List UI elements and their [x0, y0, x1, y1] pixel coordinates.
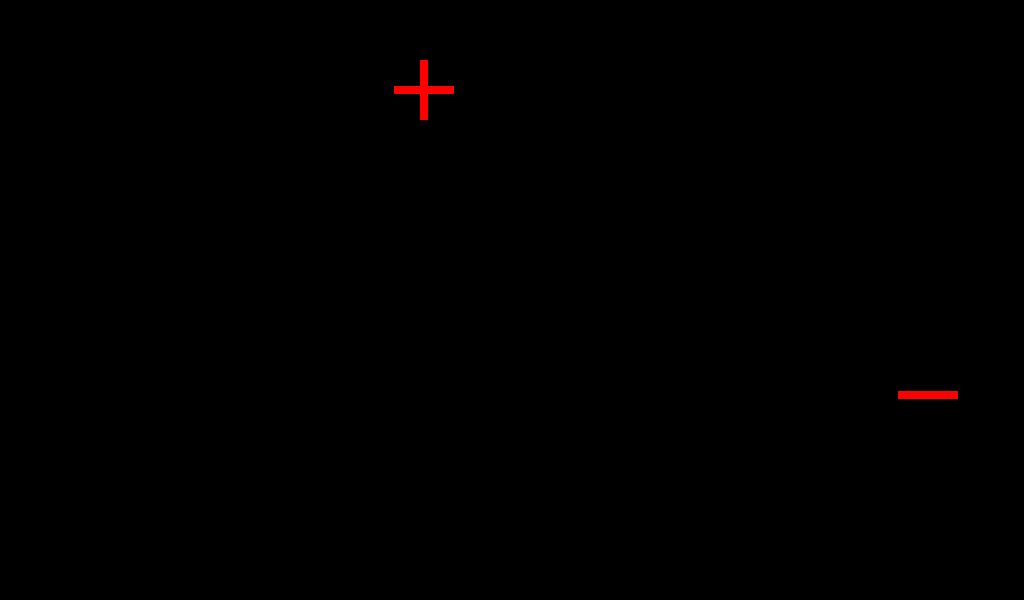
plus-icon	[394, 60, 454, 120]
diagram-canvas	[0, 0, 1024, 600]
